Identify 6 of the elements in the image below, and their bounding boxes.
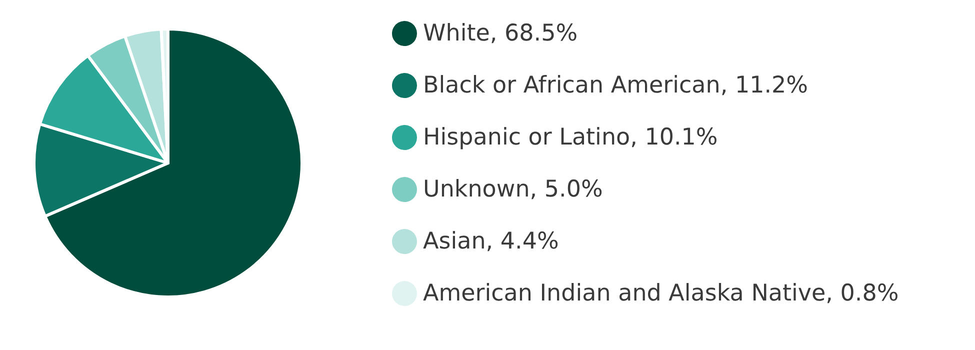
- legend-label: Unknown, 5.0%: [423, 176, 603, 202]
- legend-label: Hispanic or Latino, 10.1%: [423, 124, 718, 150]
- legend-label: White, 68.5%: [423, 20, 578, 46]
- legend-label: Asian, 4.4%: [423, 228, 559, 254]
- legend-label: American Indian and Alaska Native, 0.8%: [423, 280, 899, 306]
- legend-label: Black or African American, 11.2%: [423, 72, 808, 98]
